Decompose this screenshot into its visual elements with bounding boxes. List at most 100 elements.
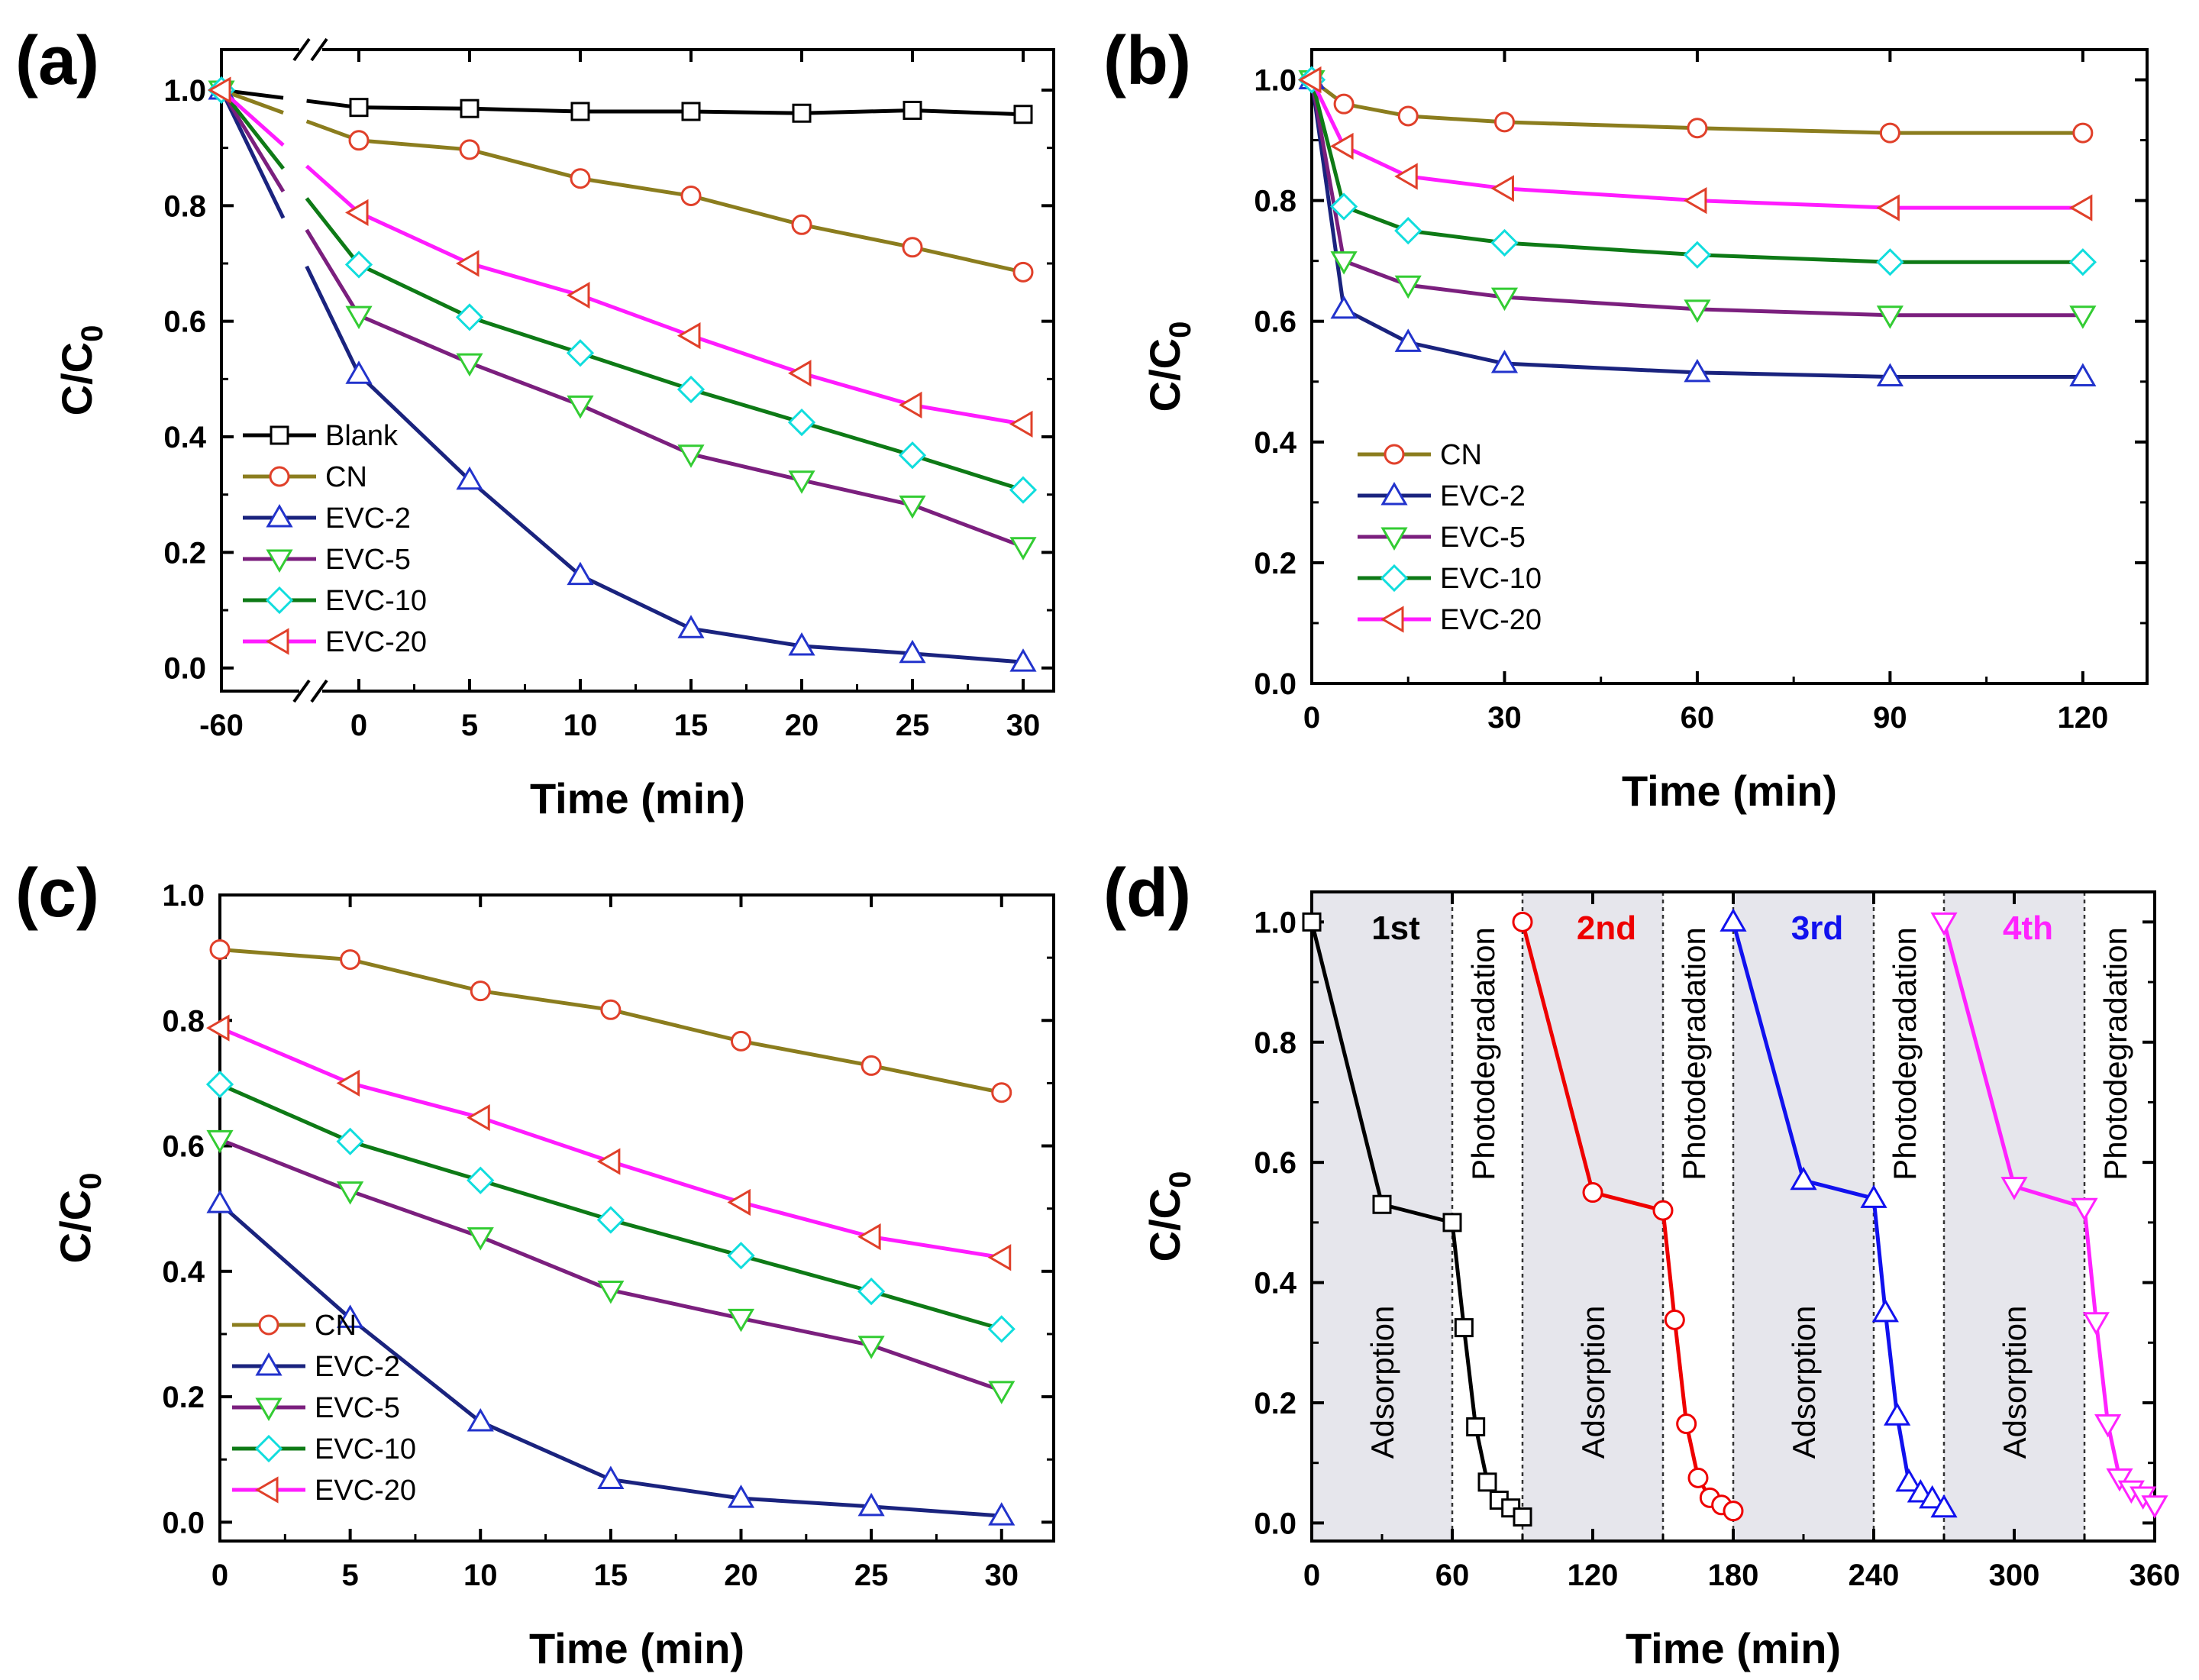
data-point	[566, 282, 590, 309]
data-point	[1394, 328, 1422, 352]
legend-label: EVC-5	[315, 1392, 400, 1424]
data-point	[1466, 1417, 1486, 1436]
panel-letter-d: (d)	[1103, 855, 1191, 932]
data-point	[455, 303, 484, 331]
data-point	[600, 999, 622, 1020]
series-EVC-20	[205, 1014, 1012, 1271]
series-EVC-10	[1297, 66, 2097, 276]
legend-label: EVC-20	[315, 1475, 416, 1507]
photodegradation-label: Photodegradation	[1676, 927, 1712, 1181]
x-tick-label: 20	[785, 709, 819, 742]
y-axis-title-subscript: 0	[1164, 1171, 1197, 1188]
data-point	[1664, 1309, 1685, 1330]
data-point	[467, 1227, 494, 1251]
panel-a: 0.00.20.40.60.81.0C/C0-60 0 5 10 15 20 25 30Tim…	[53, 37, 1055, 822]
cycle-label: 4th	[2003, 909, 2053, 947]
data-point	[1013, 105, 1033, 124]
data-point	[2094, 1414, 2122, 1438]
data-point	[2071, 1197, 2098, 1222]
data-point	[681, 102, 701, 121]
data-point	[1394, 217, 1422, 245]
data-point	[677, 615, 705, 638]
data-point	[570, 102, 590, 121]
x-tick-label: 20	[724, 1559, 758, 1592]
data-point	[677, 444, 705, 468]
data-point	[1372, 1194, 1392, 1214]
data-point	[1330, 251, 1358, 275]
data-point	[1683, 241, 1712, 269]
data-point	[898, 441, 927, 470]
data-point	[596, 1206, 625, 1234]
x-tick-label: 0	[350, 709, 367, 742]
series-EVC-2	[1298, 66, 2097, 386]
y-axis-title-main: C/C	[1141, 338, 1189, 412]
axis-break-mark	[310, 37, 328, 62]
data-point	[898, 391, 922, 419]
data-point	[899, 639, 926, 664]
data-point	[567, 561, 594, 586]
data-point	[788, 470, 815, 494]
y-axis-title-main: C/C	[1141, 1188, 1189, 1262]
adsorption-region	[1733, 892, 1874, 1541]
data-point	[337, 1181, 364, 1205]
x-tick-label: 300	[1989, 1559, 2040, 1592]
series-EVC-2	[206, 1190, 1016, 1526]
legend-marker	[266, 503, 293, 528]
y-tick-label: 0.0	[162, 1506, 205, 1539]
y-tick-label: 0.6	[1254, 305, 1296, 339]
data-point	[2069, 305, 2097, 329]
data-point	[1895, 1468, 1923, 1492]
cycle-series-4th	[1930, 912, 2168, 1519]
data-point	[336, 1127, 364, 1155]
y-tick-label: 1.0	[162, 879, 205, 913]
data-point	[731, 1030, 751, 1052]
y-axis-title-subscript: 0	[76, 325, 109, 342]
y-tick-label: 0.8	[162, 1004, 205, 1038]
y-tick-label: 1.0	[1254, 64, 1296, 98]
series-EVC-20	[207, 76, 1033, 438]
legend-marker	[269, 466, 290, 487]
y-tick-label: 0.6	[163, 305, 206, 339]
y-axis-title: C/C0	[1141, 321, 1197, 412]
x-tick-label: 30	[1487, 701, 1522, 735]
data-point	[1490, 228, 1519, 257]
series-EVC-10	[205, 1070, 1016, 1343]
x-tick-label: 30	[985, 1559, 1019, 1592]
series-line-segment	[305, 164, 360, 215]
x-tick-label: 15	[594, 1559, 628, 1592]
data-point	[1490, 175, 1514, 202]
y-tick-label: 0.0	[1254, 1507, 1296, 1540]
y-axis-title-subscript: 0	[74, 1173, 108, 1190]
series-EVC-20	[1297, 66, 2093, 221]
cycle-series-1st	[1302, 912, 1532, 1527]
data-point	[727, 1308, 755, 1333]
y-tick-label: 0.8	[1254, 1026, 1296, 1060]
series-line-segment	[305, 265, 361, 376]
data-point	[991, 1082, 1012, 1103]
y-tick-label: 0.8	[1254, 185, 1296, 218]
x-tick-label: 30	[1006, 709, 1041, 742]
y-tick-label: 0.0	[163, 652, 206, 686]
panel-d: 0.00.20.40.60.81.0C/C00 60 120 180 240 300 360…	[1141, 890, 2180, 1672]
legend-marker	[1380, 527, 1408, 551]
x-tick-label: 180	[1708, 1559, 1759, 1592]
y-tick-label: 0.6	[162, 1130, 205, 1164]
data-point	[345, 305, 373, 330]
data-point	[337, 1304, 364, 1328]
data-point	[988, 1502, 1016, 1526]
x-tick-label: 0	[212, 1559, 228, 1592]
y-tick-label: 0.4	[163, 421, 206, 454]
legend-label: EVC-5	[1440, 522, 1526, 554]
data-point	[567, 395, 594, 419]
y-tick-label: 0.4	[162, 1255, 205, 1289]
x-tick-label: 0	[1303, 1559, 1320, 1592]
data-point	[2141, 1495, 2168, 1519]
data-point	[857, 1336, 885, 1359]
y-tick-label: 1.0	[1254, 906, 1296, 939]
data-point	[467, 1166, 495, 1194]
series-CN	[211, 79, 1034, 283]
data-point	[348, 130, 370, 151]
x-tick-label: 120	[1568, 1559, 1619, 1592]
axis-break-mark	[310, 679, 328, 703]
